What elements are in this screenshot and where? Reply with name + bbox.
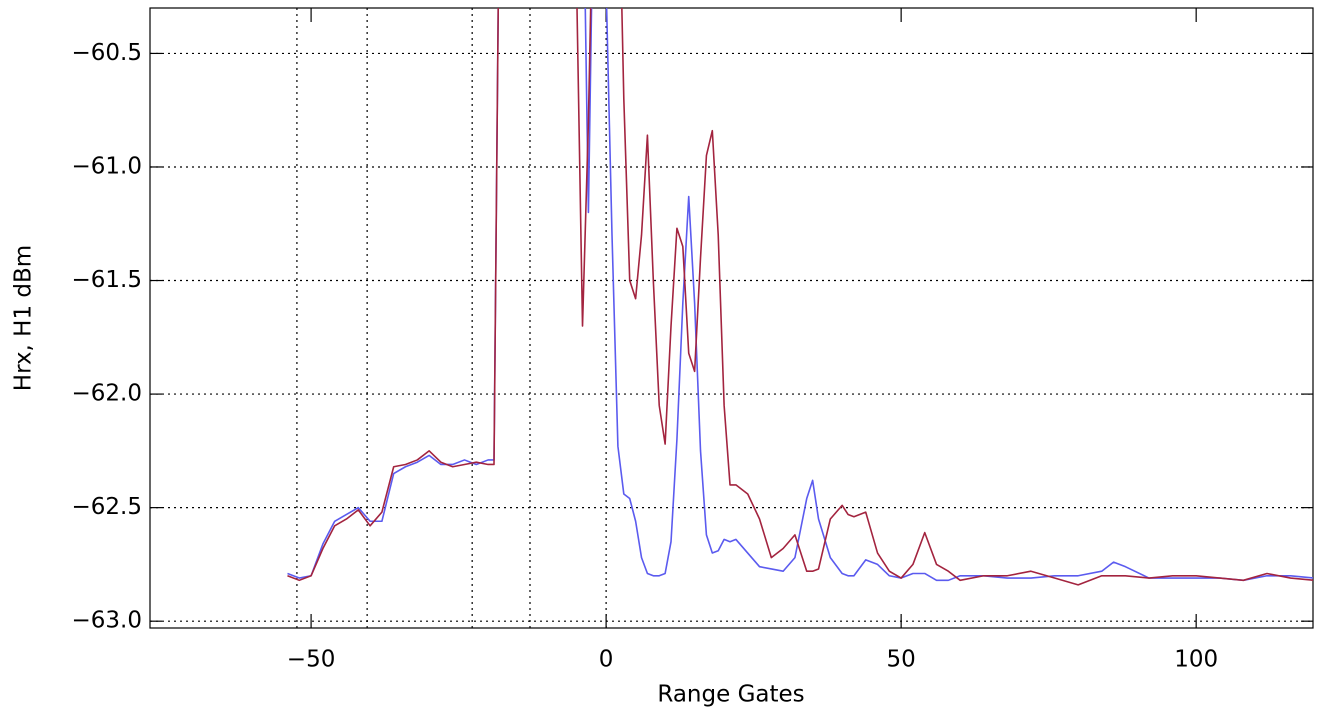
x-axis-label: Range Gates <box>657 682 804 708</box>
series-line <box>287 8 1313 582</box>
plot-frame <box>149 7 1314 629</box>
x-tick-label: 0 <box>599 647 614 673</box>
y-tick-label: −62.5 <box>72 494 142 520</box>
x-tick-label: 50 <box>887 647 916 673</box>
y-tick-label: −61.5 <box>72 267 142 293</box>
series-line <box>287 8 1313 586</box>
y-tick-label: −63.0 <box>72 608 142 634</box>
y-tick-label: −62.0 <box>72 381 142 407</box>
y-tick-label: −61.0 <box>72 153 142 179</box>
x-tick-label: 100 <box>1174 647 1218 673</box>
x-tick-label: −50 <box>287 647 336 673</box>
y-axis-label: Hrx, H1 dBm <box>11 245 37 391</box>
y-tick-label: −60.5 <box>72 40 142 66</box>
plot-area <box>287 8 1313 586</box>
